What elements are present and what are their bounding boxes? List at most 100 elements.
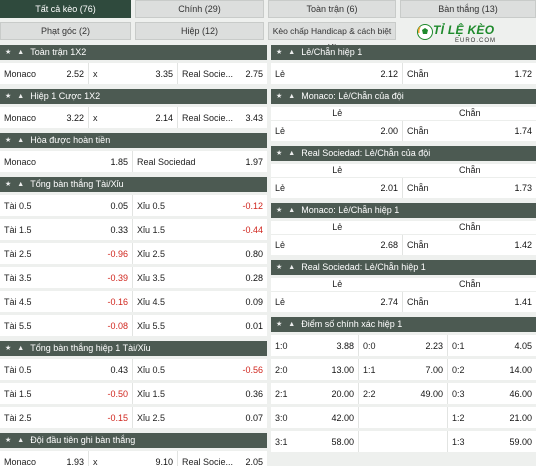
star-icon[interactable]: ★: [5, 345, 12, 352]
odd-cell[interactable]: Monaco 1.85: [0, 151, 133, 172]
odd-cell[interactable]: Xỉu 5.5 0.01: [133, 315, 267, 336]
section-header[interactable]: ★ ▲ Real Sociedad: Lẻ/Chẵn của đội: [271, 146, 536, 161]
odd-cell[interactable]: 2:2 49.00: [359, 383, 448, 404]
odds-row: Tài 1.5 -0.50 Xỉu 1.5 0.36: [0, 383, 267, 404]
odd-cell[interactable]: Monaco 3.22: [0, 107, 89, 128]
odd-cell[interactable]: Xỉu 4.5 0.09: [133, 291, 267, 312]
section-header[interactable]: ★ ▲ Tổng bàn thắng Tài/Xỉu: [0, 177, 267, 192]
section-header[interactable]: ★ ▲ Hiệp 1 Cược 1X2: [0, 89, 267, 104]
caret-icon: ▲: [17, 437, 25, 444]
section-header[interactable]: ★ ▲ Real Sociedad: Lẻ/Chẵn hiệp 1: [271, 260, 536, 275]
tab-main[interactable]: Chính (29): [135, 0, 264, 18]
left-column: ★ ▲ Toàn trận 1X2 Monaco 2.52 x 3.35 Real So…: [0, 45, 267, 466]
odd-cell[interactable]: Tài 0.5 0.43: [0, 359, 133, 380]
odd-cell[interactable]: Real Socie... 2.75: [178, 63, 267, 84]
star-icon[interactable]: ★: [5, 137, 12, 144]
odd-cell[interactable]: x 3.35: [89, 63, 178, 84]
odd-cell[interactable]: 2:0 13.00: [271, 359, 359, 380]
section-header[interactable]: ★ ▲ Monaco: Lẻ/Chẵn của đội: [271, 89, 536, 104]
odd-cell[interactable]: Lẻ 2.68: [271, 235, 403, 255]
odd-cell[interactable]: Lẻ 2.00: [271, 121, 403, 141]
odd-cell[interactable]: Xỉu 1.5 0.36: [133, 383, 267, 404]
odd-cell[interactable]: Tài 4.5 -0.16: [0, 291, 133, 312]
star-icon[interactable]: ★: [276, 49, 283, 56]
odd-cell[interactable]: Real Socie... 3.43: [178, 107, 267, 128]
odd-cell[interactable]: 1:3 59.00: [448, 431, 536, 452]
star-icon[interactable]: ★: [276, 321, 283, 328]
section-header[interactable]: ★ ▲ Lẻ/Chẵn hiệp 1: [271, 45, 536, 60]
odd-cell[interactable]: 1:2 21.00: [448, 407, 536, 428]
odd-cell[interactable]: Lẻ 2.01: [271, 178, 403, 198]
odd-cell[interactable]: Chẵn 1.41: [403, 292, 536, 312]
market-draw-no-bet: ★ ▲ Hòa được hoàn tiền Monaco 1.85 Real Soc…: [0, 133, 267, 172]
odd-cell[interactable]: Tài 1.5 0.33: [0, 219, 133, 240]
odd-cell[interactable]: Real Sociedad 1.97: [133, 151, 267, 172]
odd-cell[interactable]: 3:1 58.00: [271, 431, 359, 452]
odd-cell[interactable]: Monaco 2.52: [0, 63, 89, 84]
odd-cell[interactable]: 1:1 7.00: [359, 359, 448, 380]
caret-icon: ▲: [288, 264, 296, 271]
odd-cell[interactable]: 0:3 46.00: [448, 383, 536, 404]
odd-cell[interactable]: Chẵn 1.72: [403, 63, 536, 84]
odd-cell[interactable]: 0:0 2.23: [359, 335, 448, 356]
section-header[interactable]: ★ ▲ Điểm số chính xác hiệp 1: [271, 317, 536, 332]
star-icon[interactable]: ★: [276, 264, 283, 271]
section-header[interactable]: ★ ▲ Tổng bàn thắng hiệp 1 Tài/Xỉu: [0, 341, 267, 356]
site-logo[interactable]: TỈ LỆ KÈO EURO.COM: [417, 21, 535, 49]
odd-cell[interactable]: Tài 2.5 -0.15: [0, 407, 133, 428]
odd-cell[interactable]: Xỉu 3.5 0.28: [133, 267, 267, 288]
odd-cell[interactable]: x 9.10: [89, 451, 178, 466]
odd-cell[interactable]: x 2.14: [89, 107, 178, 128]
market-first-scorer: ★ ▲ Đội đầu tiên ghi bàn thắng Monaco 1.93 …: [0, 433, 267, 466]
odd-cell[interactable]: Tài 1.5 -0.50: [0, 383, 133, 404]
odd-cell[interactable]: 3:0 42.00: [271, 407, 359, 428]
odd-cell[interactable]: Xỉu 0.5 -0.12: [133, 195, 267, 216]
odd-cell[interactable]: Tài 3.5 -0.39: [0, 267, 133, 288]
market-real-odd-even: ★ ▲ Real Sociedad: Lẻ/Chẵn của đội Lẻ Chẵn …: [271, 146, 536, 198]
tab-corners[interactable]: Phạt góc (2): [0, 22, 131, 40]
odd-cell[interactable]: Tài 5.5 -0.08: [0, 315, 133, 336]
market-half-1x2: ★ ▲ Hiệp 1 Cược 1X2 Monaco 3.22 x 2.14 Real …: [0, 89, 267, 128]
empty-cell: [359, 431, 448, 452]
tab-all[interactable]: Tất cả kèo (76): [0, 0, 131, 18]
caret-icon: ▲: [17, 137, 25, 144]
odd-cell[interactable]: Chẵn 1.42: [403, 235, 536, 255]
odd-cell[interactable]: Chẵn 1.73: [403, 178, 536, 198]
tab-handicap[interactable]: Kèo chấp Handicap & cách biệt (4): [268, 22, 396, 52]
tab-full-time[interactable]: Toàn trận (6): [268, 0, 396, 18]
odd-cell[interactable]: 2:1 20.00: [271, 383, 359, 404]
odd-cell[interactable]: Lẻ 2.12: [271, 63, 403, 84]
odds-row: Tài 3.5 -0.39 Xỉu 3.5 0.28: [0, 267, 267, 288]
odd-cell[interactable]: Xỉu 2.5 0.07: [133, 407, 267, 428]
star-icon[interactable]: ★: [5, 181, 12, 188]
odd-cell[interactable]: Tài 0.5 0.05: [0, 195, 133, 216]
odd-cell[interactable]: Xỉu 1.5 -0.44: [133, 219, 267, 240]
section-header[interactable]: ★ ▲ Toàn trận 1X2: [0, 45, 267, 60]
odds-row: Tài 5.5 -0.08 Xỉu 5.5 0.01: [0, 315, 267, 336]
section-header[interactable]: ★ ▲ Đội đầu tiên ghi bàn thắng: [0, 433, 267, 448]
odd-cell[interactable]: Xỉu 2.5 0.80: [133, 243, 267, 264]
star-icon[interactable]: ★: [276, 150, 283, 157]
odd-cell[interactable]: Xỉu 0.5 -0.56: [133, 359, 267, 380]
odds-row: Monaco 3.22 x 2.14 Real Socie... 3.43: [0, 107, 267, 128]
market-total-goals-h1: ★ ▲ Tổng bàn thắng hiệp 1 Tài/Xỉu Tài 0.5 0…: [0, 341, 267, 428]
star-icon[interactable]: ★: [276, 207, 283, 214]
star-icon[interactable]: ★: [5, 49, 12, 56]
odd-cell[interactable]: 0:2 14.00: [448, 359, 536, 380]
section-header[interactable]: ★ ▲ Hòa được hoàn tiền: [0, 133, 267, 148]
odd-cell[interactable]: Tài 2.5 -0.96: [0, 243, 133, 264]
star-icon[interactable]: ★: [276, 93, 283, 100]
tab-goals[interactable]: Bàn thắng (13): [400, 0, 536, 18]
section-header[interactable]: ★ ▲ Monaco: Lẻ/Chẵn hiệp 1: [271, 203, 536, 218]
odd-cell[interactable]: Real Socie... 2.05: [178, 451, 267, 466]
tab-halves[interactable]: Hiệp (12): [135, 22, 264, 40]
odd-cell[interactable]: 1:0 3.88: [271, 335, 359, 356]
star-icon[interactable]: ★: [5, 93, 12, 100]
star-icon[interactable]: ★: [5, 437, 12, 444]
odd-cell[interactable]: Monaco 1.93: [0, 451, 89, 466]
odd-cell[interactable]: Lẻ 2.74: [271, 292, 403, 312]
odd-cell[interactable]: Chẵn 1.74: [403, 121, 536, 141]
odd-cell[interactable]: 0:1 4.05: [448, 335, 536, 356]
odds-row: Monaco 1.85 Real Sociedad 1.97: [0, 151, 267, 172]
odds-row: Lẻ 2.00 Chẵn 1.74: [271, 120, 536, 141]
